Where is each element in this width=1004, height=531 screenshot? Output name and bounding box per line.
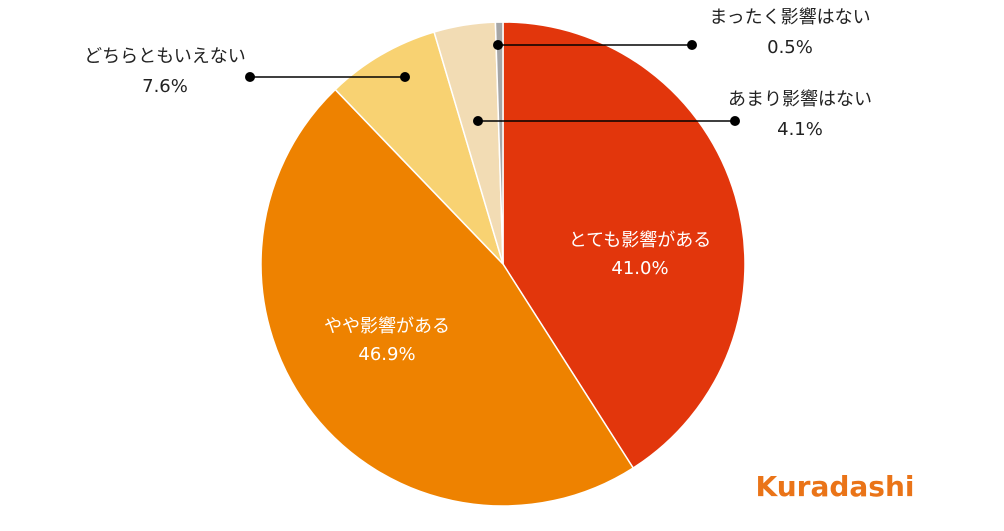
slice-value: 4.1% xyxy=(777,119,823,140)
leader-dot xyxy=(473,116,483,126)
logo: Kuradashi xyxy=(756,470,915,503)
slice-value: 46.9% xyxy=(358,344,415,365)
slice-label: あまり影響はない xyxy=(728,89,872,110)
slice-label: まったく影響はない xyxy=(709,7,870,28)
pie-slice xyxy=(502,21,746,470)
slice-value: 41.0% xyxy=(611,258,668,279)
leader-dot xyxy=(493,40,503,50)
leader-dot xyxy=(687,40,697,50)
leader-dot xyxy=(730,116,740,126)
slice-label: どちらともいえない xyxy=(84,46,246,67)
slice-value: 0.5% xyxy=(767,37,813,58)
pie-slice xyxy=(334,31,504,265)
slice-label: やや影響がある xyxy=(324,316,450,337)
slice-value: 7.6% xyxy=(142,76,188,97)
leader-dot xyxy=(400,72,410,82)
leader-dot xyxy=(245,72,255,82)
slice-label: とても影響がある xyxy=(569,230,712,251)
pie-slice xyxy=(494,21,504,265)
pie-slice xyxy=(260,88,635,507)
